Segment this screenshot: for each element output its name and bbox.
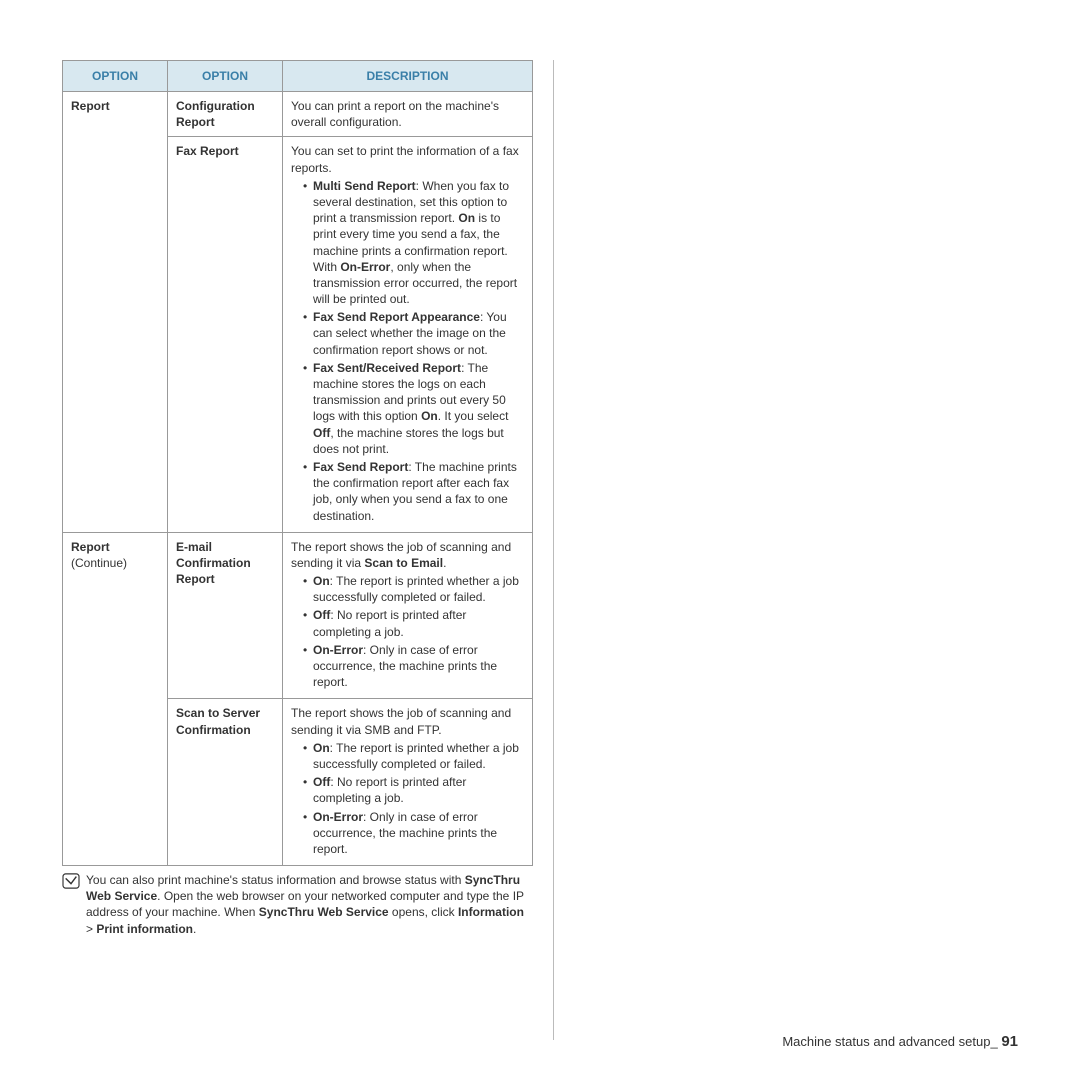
list-item: Off: No report is printed after completi… [303, 607, 524, 639]
page-footer: Machine status and advanced setup_ 91 [782, 1033, 1018, 1050]
list-item: Off: No report is printed after completi… [303, 774, 524, 806]
list-item: On-Error: Only in case of error occurren… [303, 809, 524, 858]
options-table-wrap: OPTION OPTION DESCRIPTION Report Configu… [62, 60, 532, 866]
list-item: Multi Send Report: When you fax to sever… [303, 178, 524, 308]
list-item: On: The report is printed whether a job … [303, 740, 524, 772]
bullet-list: On: The report is printed whether a job … [291, 573, 524, 690]
cell-description: You can print a report on the machine's … [283, 92, 533, 137]
header-option-1: OPTION [63, 61, 168, 92]
list-item: On: The report is printed whether a job … [303, 573, 524, 605]
cell-description: The report shows the job of scanning and… [283, 532, 533, 699]
cell-option1: Report (Continue) [63, 532, 168, 865]
page-content: OPTION OPTION DESCRIPTION Report Configu… [0, 0, 1080, 967]
options-table: OPTION OPTION DESCRIPTION Report Configu… [62, 60, 533, 866]
list-item: On-Error: Only in case of error occurren… [303, 642, 524, 691]
note-icon [62, 873, 80, 889]
option1-continue: (Continue) [71, 556, 127, 570]
option1-label: Report [71, 540, 110, 554]
cell-option2: Configuration Report [168, 92, 283, 137]
table-row: Report (Continue) E-mail Confirmation Re… [63, 532, 533, 699]
list-item: Fax Send Report Appearance: You can sele… [303, 309, 524, 358]
list-item: Fax Send Report: The machine prints the … [303, 459, 524, 524]
cell-description: You can set to print the information of … [283, 137, 533, 532]
header-description: DESCRIPTION [283, 61, 533, 92]
table-row: Report Configuration Report You can prin… [63, 92, 533, 137]
list-item: Fax Sent/Received Report: The machine st… [303, 360, 524, 457]
desc-intro: The report shows the job of scanning and… [291, 706, 511, 736]
desc-intro: You can set to print the information of … [291, 144, 519, 174]
footer-text: Machine status and advanced setup_ [782, 1034, 997, 1049]
column-divider [553, 60, 554, 1040]
cell-option2: Scan to Server Confirmation [168, 699, 283, 866]
bullet-list: Multi Send Report: When you fax to sever… [291, 178, 524, 524]
table-header-row: OPTION OPTION DESCRIPTION [63, 61, 533, 92]
note-box: You can also print machine's status info… [62, 872, 532, 937]
cell-option1: Report [63, 92, 168, 533]
cell-option2: E-mail Confirmation Report [168, 532, 283, 699]
cell-description: The report shows the job of scanning and… [283, 699, 533, 866]
page-number: 91 [1001, 1033, 1018, 1050]
note-text: You can also print machine's status info… [86, 872, 532, 937]
header-option-2: OPTION [168, 61, 283, 92]
cell-option2: Fax Report [168, 137, 283, 532]
option1-label: Report [71, 99, 110, 113]
bullet-list: On: The report is printed whether a job … [291, 740, 524, 857]
